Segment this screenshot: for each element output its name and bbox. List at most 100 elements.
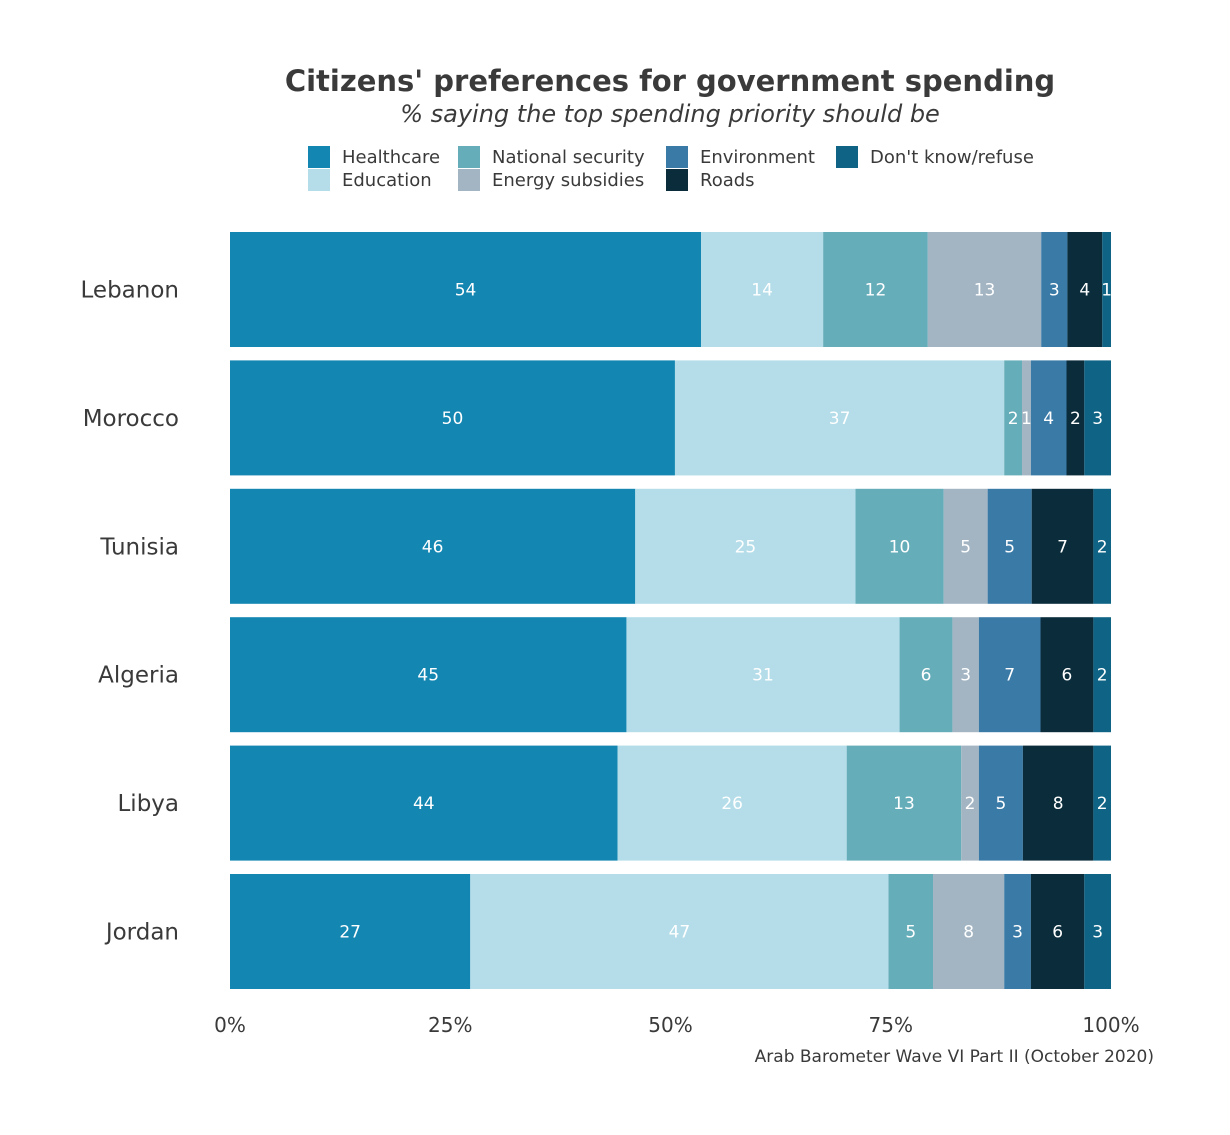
bar-morocco-energy-subsidies — [1022, 360, 1031, 476]
bar-algeria-national-security — [899, 617, 953, 733]
data-label-jordan-environment: 3 — [1012, 923, 1023, 943]
data-label-morocco-healthcare: 50 — [442, 409, 464, 429]
legend-item-don-t-know-refuse: Don't know/refuse — [836, 146, 1034, 168]
legend-label: Education — [342, 169, 432, 191]
bar-tunisia-national-security — [855, 488, 944, 604]
bar-tunisia-education — [635, 488, 856, 604]
data-label-morocco-national-security: 2 — [1008, 409, 1019, 429]
bar-lebanon-energy-subsidies — [927, 232, 1042, 347]
legend-swatch — [458, 146, 480, 168]
data-label-tunisia-don-t-know-refuse: 2 — [1097, 537, 1108, 557]
data-label-libya-education: 26 — [721, 794, 743, 814]
bar-jordan-healthcare — [230, 874, 471, 989]
data-label-algeria-education: 31 — [752, 666, 774, 686]
data-label-algeria-energy-subsidies: 3 — [960, 666, 971, 686]
bar-lebanon-roads — [1067, 232, 1103, 347]
legend-label: Environment — [700, 146, 815, 168]
bar-libya-national-security — [846, 745, 962, 861]
data-label-jordan-national-security: 5 — [905, 923, 916, 943]
bar-lebanon-education — [701, 232, 824, 347]
bar-tunisia-environment — [987, 488, 1032, 604]
data-label-lebanon-healthcare: 54 — [455, 281, 477, 301]
legend-label: Energy subsidies — [492, 169, 645, 191]
legend-swatch — [836, 146, 858, 168]
data-label-jordan-energy-subsidies: 8 — [963, 923, 974, 943]
legend-item-roads: Roads — [666, 169, 755, 191]
y-tick-label-algeria: Algeria — [98, 663, 179, 689]
bar-tunisia-healthcare — [230, 488, 636, 604]
legend-swatch — [458, 169, 480, 191]
bar-jordan-energy-subsidies — [933, 874, 1005, 989]
bar-tunisia-roads — [1031, 488, 1094, 604]
data-label-algeria-don-t-know-refuse: 2 — [1097, 666, 1108, 686]
legend-swatch — [666, 146, 688, 168]
bar-jordan-national-security — [888, 874, 934, 989]
bar-morocco-roads — [1066, 360, 1085, 476]
bar-lebanon-healthcare — [230, 232, 702, 347]
data-label-algeria-healthcare: 45 — [417, 666, 439, 686]
y-tick-label-libya: Libya — [117, 791, 179, 817]
data-label-lebanon-roads: 4 — [1079, 281, 1090, 301]
y-tick-label-tunisia: Tunisia — [99, 534, 179, 560]
legend-label: Don't know/refuse — [870, 146, 1034, 168]
bar-algeria-don-t-know-refuse — [1093, 617, 1111, 733]
y-tick-label-jordan: Jordan — [104, 920, 179, 946]
bar-libya-healthcare — [230, 745, 618, 861]
data-label-jordan-roads: 6 — [1052, 923, 1063, 943]
data-label-libya-energy-subsidies: 2 — [965, 794, 976, 814]
data-label-libya-roads: 8 — [1053, 794, 1064, 814]
bar-morocco-environment — [1030, 360, 1067, 476]
bar-lebanon-national-security — [823, 232, 928, 347]
x-tick-label-2: 50% — [648, 1013, 692, 1037]
bar-libya-environment — [978, 745, 1023, 861]
data-label-lebanon-energy-subsidies: 13 — [974, 281, 996, 301]
data-label-morocco-don-t-know-refuse: 3 — [1092, 409, 1103, 429]
bar-algeria-roads — [1040, 617, 1094, 733]
bar-lebanon-don-t-know-refuse — [1102, 232, 1111, 347]
data-label-lebanon-education: 14 — [751, 281, 773, 301]
y-tick-label-morocco: Morocco — [83, 406, 179, 432]
x-tick-label-4: 100% — [1082, 1013, 1139, 1037]
data-label-jordan-education: 47 — [669, 923, 691, 943]
bar-libya-education — [617, 745, 847, 861]
data-label-libya-don-t-know-refuse: 2 — [1097, 794, 1108, 814]
chart-subtitle: % saying the top spending priority shoul… — [400, 100, 940, 128]
data-label-jordan-healthcare: 27 — [339, 923, 361, 943]
data-label-libya-environment: 5 — [995, 794, 1006, 814]
data-label-morocco-education: 37 — [829, 409, 851, 429]
data-label-algeria-national-security: 6 — [921, 666, 932, 686]
legend-label: National security — [492, 146, 645, 168]
x-tick-label-0: 0% — [214, 1013, 246, 1037]
x-tick-label-3: 75% — [869, 1013, 913, 1037]
data-label-lebanon-environment: 3 — [1049, 281, 1060, 301]
bar-libya-roads — [1022, 745, 1094, 861]
bar-libya-don-t-know-refuse — [1093, 745, 1111, 861]
bar-morocco-national-security — [1004, 360, 1023, 476]
data-label-tunisia-national-security: 10 — [889, 537, 911, 557]
legend-swatch — [308, 146, 330, 168]
legend-item-national-security: National security — [458, 146, 645, 168]
bar-algeria-healthcare — [230, 617, 627, 733]
data-label-libya-healthcare: 44 — [413, 794, 435, 814]
legend-label: Roads — [700, 169, 755, 191]
data-label-tunisia-energy-subsidies: 5 — [960, 537, 971, 557]
data-label-morocco-energy-subsidies: 1 — [1021, 409, 1032, 429]
data-label-algeria-roads: 6 — [1062, 666, 1073, 686]
bar-morocco-don-t-know-refuse — [1084, 360, 1111, 476]
bar-tunisia-energy-subsidies — [943, 488, 988, 604]
data-label-morocco-environment: 4 — [1043, 409, 1054, 429]
data-label-tunisia-roads: 7 — [1057, 537, 1068, 557]
legend-swatch — [666, 169, 688, 191]
bar-morocco-education — [674, 360, 1005, 476]
data-label-jordan-don-t-know-refuse: 3 — [1092, 923, 1103, 943]
bar-algeria-energy-subsidies — [952, 617, 979, 733]
bar-jordan-environment — [1004, 874, 1031, 989]
data-label-morocco-roads: 2 — [1070, 409, 1081, 429]
source-caption: Arab Barometer Wave VI Part II (October … — [754, 1047, 1154, 1067]
bar-algeria-environment — [978, 617, 1041, 733]
bar-jordan-education — [470, 874, 889, 989]
legend-item-energy-subsidies: Energy subsidies — [458, 169, 644, 191]
bar-algeria-education — [626, 617, 900, 733]
chart-title: Citizens' preferences for government spe… — [284, 64, 1056, 98]
